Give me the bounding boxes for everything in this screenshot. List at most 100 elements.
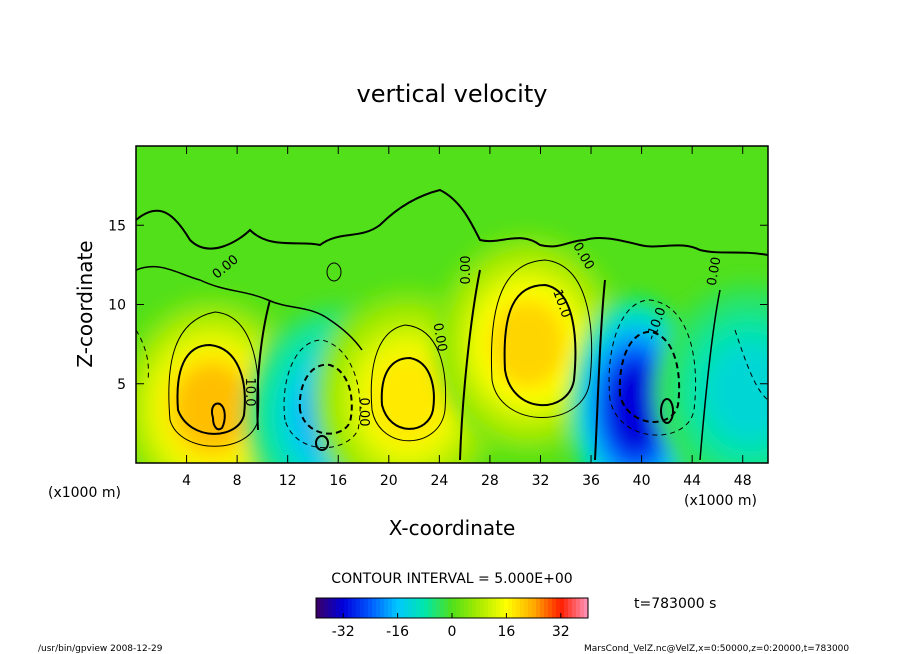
- colorbar-swatch: [472, 598, 477, 618]
- colorbar-tick-label: 32: [552, 624, 570, 640]
- colorbar-swatch: [340, 598, 345, 618]
- x-tick-label: 48: [734, 473, 752, 489]
- colorbar-swatch: [352, 598, 357, 618]
- colorbar-swatch: [396, 598, 401, 618]
- colorbar-swatch: [388, 598, 393, 618]
- contour-label: 0.00: [356, 398, 371, 427]
- colorbar-swatch: [424, 598, 429, 618]
- colorbar-swatch: [568, 598, 573, 618]
- x-tick-label: 32: [532, 473, 550, 489]
- colorbar-swatch: [364, 598, 369, 618]
- colorbar-swatch: [480, 598, 485, 618]
- colorbar-swatch: [376, 598, 381, 618]
- colorbar-swatch: [488, 598, 493, 618]
- colorbar-swatch: [536, 598, 541, 618]
- colorbar-swatch: [432, 598, 437, 618]
- colorbar-swatch: [368, 598, 373, 618]
- colorbar-swatch: [412, 598, 417, 618]
- colorbar-swatch: [580, 598, 585, 618]
- colorbar-swatch: [500, 598, 505, 618]
- x-tick-label: 28: [481, 473, 499, 489]
- colorbar-swatch: [456, 598, 461, 618]
- colorbar-swatch: [420, 598, 425, 618]
- colorbar-swatch: [332, 598, 337, 618]
- x-units-right: (x1000 m): [684, 493, 757, 509]
- colorbar-swatch: [392, 598, 397, 618]
- velocity-cell: [608, 363, 662, 452]
- y-tick-label: 10: [108, 298, 126, 314]
- colorbar-swatch: [356, 598, 361, 618]
- colorbar-swatch: [428, 598, 433, 618]
- colorbar-swatch: [528, 598, 533, 618]
- x-tick-label: 44: [683, 473, 701, 489]
- colorbar-swatch: [468, 598, 473, 618]
- colorbar-swatch: [452, 598, 457, 618]
- colorbar-swatch: [440, 598, 445, 618]
- colorbar-swatch: [484, 598, 489, 618]
- x-tick-label: 8: [233, 473, 242, 489]
- contour-label: 0.00: [459, 256, 474, 285]
- contour-label: 0.00: [430, 322, 450, 353]
- contour-lines: [136, 188, 768, 461]
- colorbar-swatch: [380, 598, 385, 618]
- colorbar-tick-label: -32: [332, 624, 355, 640]
- colorbar-swatch: [520, 598, 525, 618]
- colorbar-swatch: [372, 598, 377, 618]
- contour-label: 10.0: [242, 378, 257, 407]
- colorbar-swatch: [436, 598, 441, 618]
- colorbar: [316, 598, 589, 618]
- colorbar-swatch: [548, 598, 553, 618]
- colorbar-swatch: [524, 598, 529, 618]
- velocity-cell: [711, 347, 768, 437]
- colorbar-swatch: [508, 598, 513, 618]
- colorbar-swatch: [544, 598, 549, 618]
- colorbar-swatch: [444, 598, 449, 618]
- contour-label: 0.00: [705, 256, 725, 287]
- colorbar-swatch: [404, 598, 409, 618]
- colorbar-swatch: [560, 598, 565, 618]
- x-tick-label: 20: [380, 473, 398, 489]
- footer-right: MarsCond_VelZ.nc@VelZ,x=0:50000,z=0:2000…: [584, 644, 849, 654]
- colorbar-swatch: [336, 598, 341, 618]
- time-label: t=783000 s: [634, 596, 716, 612]
- x-axis-label: X-coordinate: [389, 516, 516, 540]
- colorbar-swatch: [476, 598, 481, 618]
- colorbar-swatch: [464, 598, 469, 618]
- colorbar-swatch: [492, 598, 497, 618]
- colorbar-swatch: [460, 598, 465, 618]
- colorbar-swatch: [400, 598, 405, 618]
- colorbar-swatch: [324, 598, 329, 618]
- chart-title: vertical velocity: [357, 80, 548, 108]
- colorbar-swatch: [344, 598, 349, 618]
- colorbar-swatch: [496, 598, 501, 618]
- x-tick-label: 4: [182, 473, 191, 489]
- y-axis-label: Z-coordinate: [73, 240, 97, 367]
- colorbar-swatch: [540, 598, 545, 618]
- colorbar-swatch: [564, 598, 569, 618]
- colorbar-swatch: [576, 598, 581, 618]
- colorbar-swatch: [516, 598, 521, 618]
- colorbar-ticks: -32 -16 0 16 32: [332, 613, 570, 640]
- colorbar-swatch: [552, 598, 557, 618]
- contour-interval: CONTOUR INTERVAL = 5.000E+00: [331, 571, 572, 587]
- colorbar-swatch: [408, 598, 413, 618]
- colorbar-tick-label: 0: [448, 624, 457, 640]
- colorbar-swatch: [316, 598, 321, 618]
- footer-left: /usr/bin/gpview 2008-12-29: [38, 644, 163, 654]
- colorbar-swatch: [320, 598, 325, 618]
- colorbar-swatch: [504, 598, 509, 618]
- x-tick-label: 16: [329, 473, 347, 489]
- colorbar-swatch: [532, 598, 537, 618]
- velocity-cell: [489, 299, 566, 389]
- colorbar-tick-label: -16: [386, 624, 409, 640]
- colorbar-swatch: [572, 598, 577, 618]
- colorbar-swatch: [512, 598, 517, 618]
- x-tick-label: 24: [430, 473, 448, 489]
- colorbar-swatch: [360, 598, 365, 618]
- colorbar-swatch: [328, 598, 333, 618]
- colorbar-swatch: [556, 598, 561, 618]
- colorbar-swatch: [448, 598, 453, 618]
- x-tick-label: 12: [279, 473, 297, 489]
